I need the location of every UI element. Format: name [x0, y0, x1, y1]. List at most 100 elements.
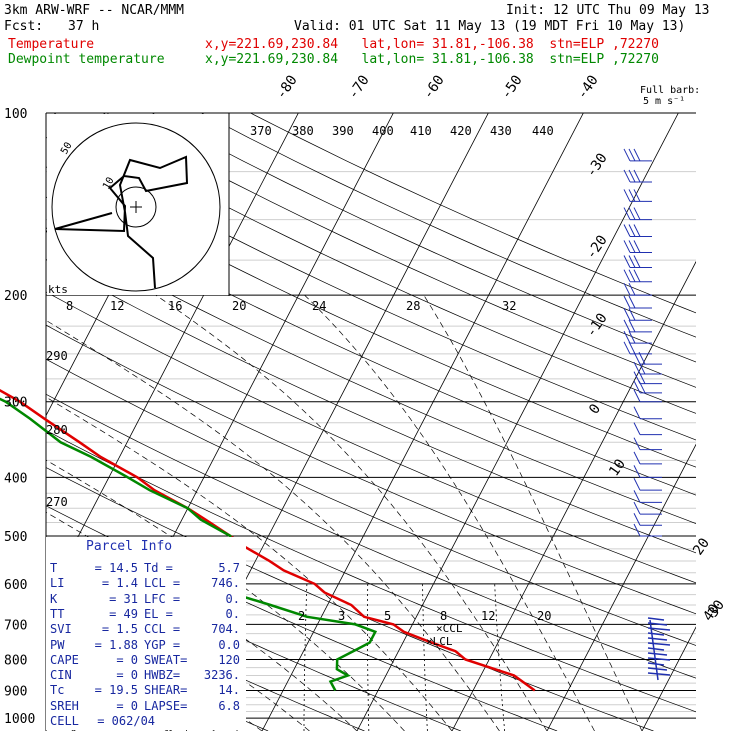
dry-adiabat	[46, 429, 696, 713]
parcel-key: K	[50, 591, 58, 606]
barb-key: Full barb:	[640, 85, 701, 96]
parcel-key: LCL =	[144, 576, 181, 591]
hodograph-units: kts	[48, 283, 68, 296]
hodograph-ring-outer	[51, 122, 221, 292]
parcel-value: = 1.4	[101, 576, 138, 591]
isotherm-label: 40	[700, 601, 723, 624]
wind-barb	[623, 255, 652, 268]
pressure-tick-label: 900	[4, 684, 27, 699]
barb-key-units: 5 m s⁻¹	[643, 96, 686, 107]
isotherm-label: 30	[705, 597, 728, 620]
dry-adiabat	[46, 467, 654, 731]
wind-barb	[647, 652, 668, 656]
wind-barbs	[623, 148, 671, 681]
moist-adiabat	[304, 294, 595, 731]
dry-adiabat	[46, 324, 696, 615]
mixing-ratio-label: 5	[384, 609, 391, 623]
isotherm-label: -60	[420, 72, 448, 102]
parcel-value: = 062/04	[90, 714, 156, 728]
parcel-row: CELL = 062/04	[50, 714, 155, 728]
isotherm-line	[261, 113, 584, 731]
parcel-value: 746.	[211, 576, 240, 591]
dry-adiabat	[46, 291, 696, 584]
pressure-tick-label: 200	[4, 289, 27, 304]
ccl-marker: ×CCL	[436, 622, 463, 635]
wind-barb	[649, 619, 659, 681]
parcel-row: SREH = 0 LAPSE= 6.8	[50, 699, 240, 713]
wind-barb	[647, 672, 671, 676]
valid-time: Valid: 01 UTC Sat 11 May 13 (19 MDT Fri …	[294, 19, 686, 34]
wind-barb	[633, 406, 662, 420]
dewpoint-location: x,y=221.69,230.84 lat,lon= 31.81,-106.38…	[205, 52, 659, 67]
wind-barb	[623, 169, 652, 183]
pressure-tick-label: 300	[4, 396, 27, 411]
isotherm-label: -50	[498, 72, 526, 102]
dry-adiabat	[46, 259, 696, 554]
dry-adiabat	[46, 196, 696, 496]
wind-barb	[647, 617, 665, 621]
wind-barb	[647, 657, 671, 661]
mixing-ratio-line	[422, 583, 428, 731]
wind-barb	[633, 380, 662, 394]
parcel-value: = 19.5	[94, 683, 138, 698]
parcel-key: CAPE	[50, 652, 79, 667]
parcel-key: TT	[50, 606, 65, 621]
hodograph	[47, 113, 230, 296]
moist-adiabat	[46, 319, 500, 731]
parcel-value: = 31	[109, 591, 138, 606]
parcel-value: 120	[218, 652, 240, 667]
model-title: 3km ARW-WRF -- NCAR/MMM	[4, 3, 185, 18]
pressure-tick-label: 100	[4, 107, 27, 122]
hodograph-trace	[54, 155, 189, 289]
wind-barb	[633, 477, 662, 491]
theta-label: 380	[292, 124, 314, 138]
wind-barb	[633, 513, 662, 526]
dry-adiabat	[102, 113, 696, 388]
pressure-tick-label: 700	[4, 618, 27, 633]
moist-adiabat	[155, 294, 548, 731]
wind-barb	[623, 341, 652, 355]
dry-adiabat	[53, 113, 696, 414]
isotherm-label: -70	[345, 72, 373, 102]
wind-barb	[633, 490, 662, 503]
theta-label: 390	[332, 124, 354, 138]
parcel-key: SHEAR=	[144, 683, 188, 698]
wind-barb	[633, 465, 662, 478]
moist-adiabat	[423, 295, 643, 731]
pressure-tick-label: 500	[4, 530, 27, 545]
parcel-value: = 14.5	[94, 561, 138, 575]
wind-barb	[633, 501, 662, 515]
theta-label: 410	[410, 124, 432, 138]
sounding-lines	[0, 388, 536, 692]
mixing-ratio-label: 20	[537, 609, 551, 623]
wind-barb	[623, 207, 652, 221]
parcel-key: Tc	[50, 683, 65, 698]
pressure-tick-label: 800	[4, 654, 27, 669]
temperature-line	[0, 388, 536, 692]
pressure-tick-label: 600	[4, 578, 27, 593]
dewpoint-line	[0, 397, 378, 692]
wind-barb	[647, 647, 665, 651]
wind-barb	[647, 667, 668, 671]
parcel-row: SVI = 1.5 CCL = 704.	[50, 622, 240, 636]
wind-barb	[623, 308, 652, 321]
theta-label: 370	[250, 124, 272, 138]
isotherm-line	[0, 113, 13, 731]
parcel-value: 3236.	[203, 668, 240, 683]
parcel-key: EL =	[144, 606, 173, 621]
legend-temperature: Temperature	[8, 37, 95, 52]
pressure-tick-label: 1000	[4, 712, 35, 727]
wind-barb	[623, 189, 652, 202]
parcel-key: LFC =	[144, 591, 181, 606]
isotherm-label: -10	[583, 310, 611, 340]
parcel-value: = 49	[109, 606, 138, 621]
wind-barb	[633, 451, 662, 465]
mixing-ratio-label: 8	[66, 299, 73, 313]
wind-barb	[623, 148, 652, 162]
dry-adiabat	[250, 113, 696, 314]
isotherm-line	[451, 260, 696, 731]
isotherm-label: 20	[690, 535, 713, 558]
wind-barb	[623, 240, 652, 253]
isotherm-label: -20	[583, 232, 611, 262]
